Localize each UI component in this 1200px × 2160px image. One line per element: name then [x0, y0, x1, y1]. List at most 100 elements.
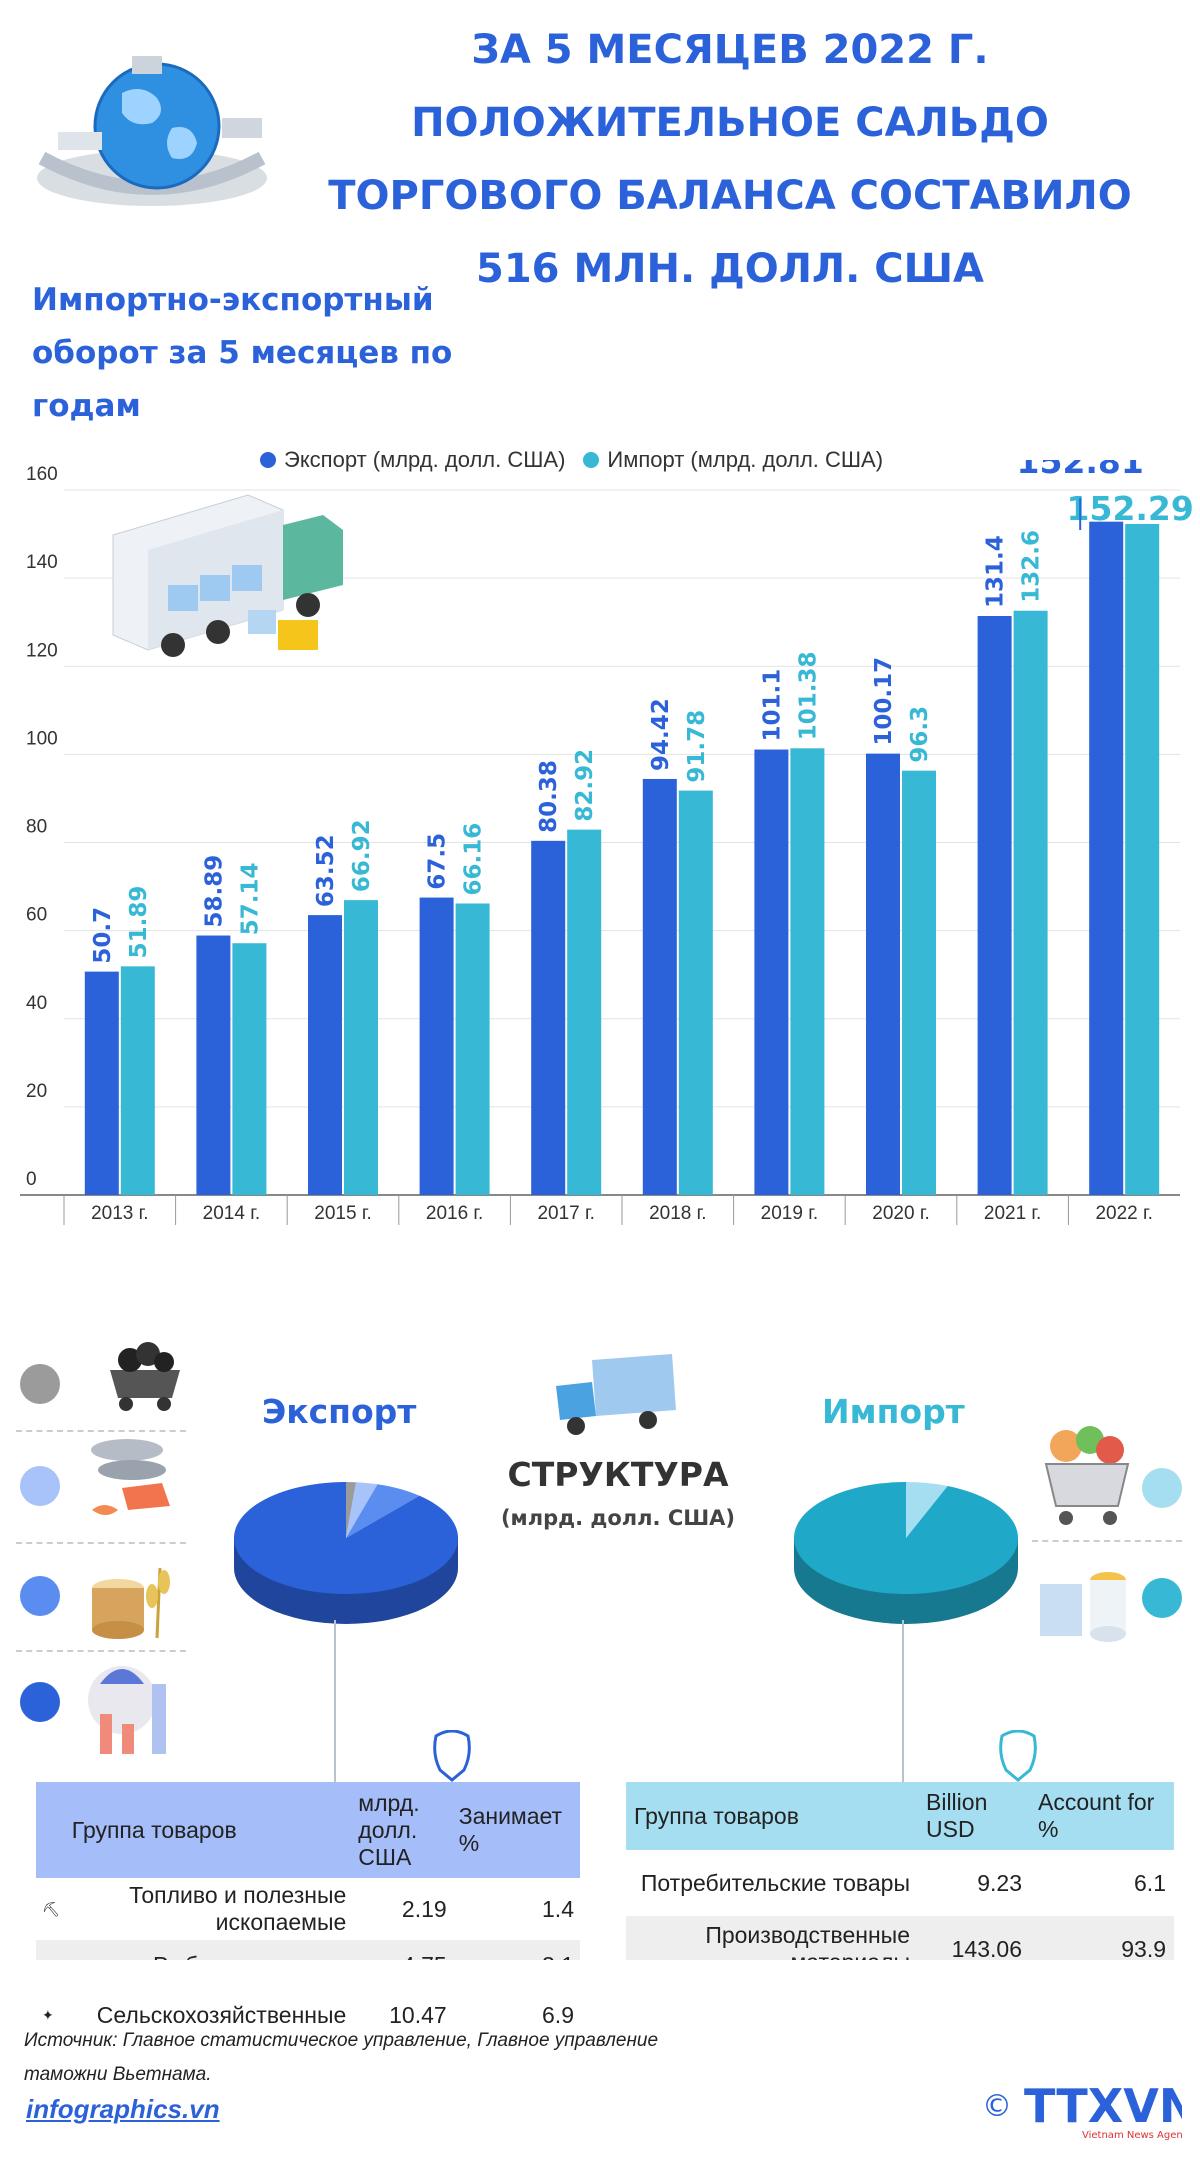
title-line-1: ЗА 5 МЕСЯЦЕВ 2022 Г.: [471, 27, 989, 73]
y-tick-label: 160: [26, 464, 58, 485]
import-value-label: 57.14: [237, 862, 263, 935]
ttxvn-logo: © TTXVN Vietnam News Agency: [982, 2079, 1182, 2141]
legend-export: Экспорт (млрд. долл. США): [260, 447, 565, 473]
y-tick-label: 20: [26, 1081, 47, 1102]
bullet-agri: [20, 1576, 60, 1616]
import-bar: [678, 790, 713, 1195]
pointer-hand-icon: [999, 1730, 1037, 1782]
export-bar: [419, 897, 454, 1195]
import-value-label: 51.89: [126, 886, 152, 959]
globe-illustration: [37, 56, 267, 206]
bullet-fuel: [20, 1364, 60, 1404]
import-connector: [902, 1620, 904, 1790]
pie-slice: [346, 1482, 357, 1538]
row-icon: ✦: [42, 2006, 54, 2023]
logo-text: TTXVN: [1024, 2079, 1182, 2133]
export-bar: [84, 971, 119, 1195]
import-bar: [1013, 610, 1048, 1195]
import-heading: Импорт: [822, 1392, 965, 1431]
x-tick-label: 2014 г.: [203, 1203, 260, 1224]
shopping-cart-icon: [1044, 1426, 1130, 1525]
row-group: Сельскохозяйственные: [96, 2001, 347, 2028]
y-tick-label: 140: [26, 552, 58, 573]
export-table-header: Группа товаров млрд. долл. США Занимает …: [36, 1782, 580, 1878]
import-col-value: Billion USD: [918, 1782, 1030, 1850]
import-bar: [344, 900, 378, 1195]
export-bar: [754, 749, 789, 1195]
title-line-3: ТОРГОВОГО БАЛАНСА СОСТАВИЛО: [328, 173, 1132, 219]
y-tick-label: 80: [26, 817, 47, 838]
materials-icon: [1040, 1572, 1126, 1642]
row-share: 1.4: [542, 1895, 574, 1922]
import-bar: [790, 748, 825, 1195]
divider-2: [16, 1542, 186, 1544]
import-table-header: Группа товаров Billion USD Account for %: [626, 1782, 1174, 1850]
x-tick-label: 2019 г.: [761, 1203, 818, 1224]
row-group: Потребительские товары: [640, 1869, 910, 1896]
y-tick-label: 120: [26, 640, 58, 661]
title-line-4: 516 МЛН. ДОЛЛ. США: [476, 246, 984, 292]
export-table: Группа товаров млрд. долл. США Занимает …: [36, 1782, 580, 2040]
export-value-label: 63.52: [313, 834, 339, 907]
export-value-label: 67.5: [425, 833, 451, 890]
row-share: 6.9: [542, 2001, 574, 2028]
export-value-label: 94.42: [648, 698, 674, 771]
import-bar: [455, 903, 490, 1195]
divider-3: [16, 1650, 186, 1652]
chart-legend: Экспорт (млрд. долл. США) Импорт (млрд. …: [260, 447, 901, 473]
import-bar: [120, 966, 155, 1195]
table-row: ✦ Сельскохозяйственные 10.47 6.9: [36, 1990, 580, 2040]
export-col-share: Занимает %: [452, 1782, 580, 1878]
import-value-label: 132.6: [1019, 530, 1045, 603]
x-tick-label: 2018 г.: [649, 1203, 706, 1224]
table-row: ⛏ Топливо и полезные ископаемые 2.19 1.4: [36, 1878, 580, 1940]
export-value-label: 152.81: [1017, 460, 1144, 481]
x-tick-label: 2017 г.: [537, 1203, 594, 1224]
delivery-truck-icon: [556, 1354, 676, 1435]
industry-icon: [88, 1666, 166, 1754]
row-value: 10.47: [389, 2001, 447, 2028]
x-tick-label: 2013 г.: [91, 1203, 148, 1224]
pie-slice: [346, 1482, 378, 1538]
row-icon: ⛏: [42, 1900, 60, 1917]
row-group: Топливо и полезные ископаемые: [129, 1882, 347, 1935]
legend-export-label: Экспорт (млрд. долл. США): [284, 447, 566, 472]
import-value-label: 101.38: [795, 652, 821, 741]
brand-link[interactable]: infographics.vn: [26, 2094, 220, 2124]
structure-unit: (млрд. долл. США): [500, 1506, 736, 1530]
import-bar: [567, 829, 602, 1195]
export-value-label: 80.38: [536, 760, 562, 833]
divider-4: [1032, 1540, 1182, 1542]
export-value-label: 100.17: [871, 657, 897, 746]
export-bar: [1089, 521, 1124, 1195]
title-line-2: ПОЛОЖИТЕЛЬНОЕ САЛЬДО: [411, 100, 1049, 146]
bullet-materials: [1142, 1578, 1182, 1618]
import-value-label: 152.29: [1067, 489, 1194, 528]
pie-slice: [906, 1482, 948, 1538]
table-row: Потребительские товары 9.23 6.1: [626, 1850, 1174, 1916]
export-table-icon-col: [36, 1782, 66, 1878]
bullet-consumer: [1142, 1468, 1182, 1508]
export-connector: [334, 1620, 336, 1790]
export-value-label: 101.1: [759, 669, 785, 742]
divider-1: [16, 1430, 186, 1432]
import-value-label: 66.16: [461, 823, 487, 896]
x-tick-label: 2021 г.: [984, 1203, 1041, 1224]
export-pie: [234, 1482, 458, 1624]
row-share: 6.1: [1134, 1869, 1166, 1896]
source-note: Источник: Главное статистическое управле…: [24, 2030, 659, 2085]
import-value-label: 96.3: [907, 706, 933, 763]
x-tick-label: 2020 г.: [872, 1203, 929, 1224]
table-clip-mask: [0, 1960, 1200, 1990]
export-col-value: млрд. долл. США: [352, 1782, 453, 1878]
export-bar: [308, 915, 342, 1195]
x-tick-label: 2016 г.: [426, 1203, 483, 1224]
pie-slice: [794, 1482, 1018, 1594]
y-tick-label: 100: [26, 728, 58, 749]
wood-rice-icon: [92, 1567, 170, 1639]
export-bar: [531, 840, 566, 1195]
y-tick-label: 40: [26, 993, 47, 1014]
export-bar: [977, 616, 1012, 1195]
export-heading: Экспорт: [262, 1392, 417, 1431]
import-value-label: 91.78: [684, 710, 710, 783]
